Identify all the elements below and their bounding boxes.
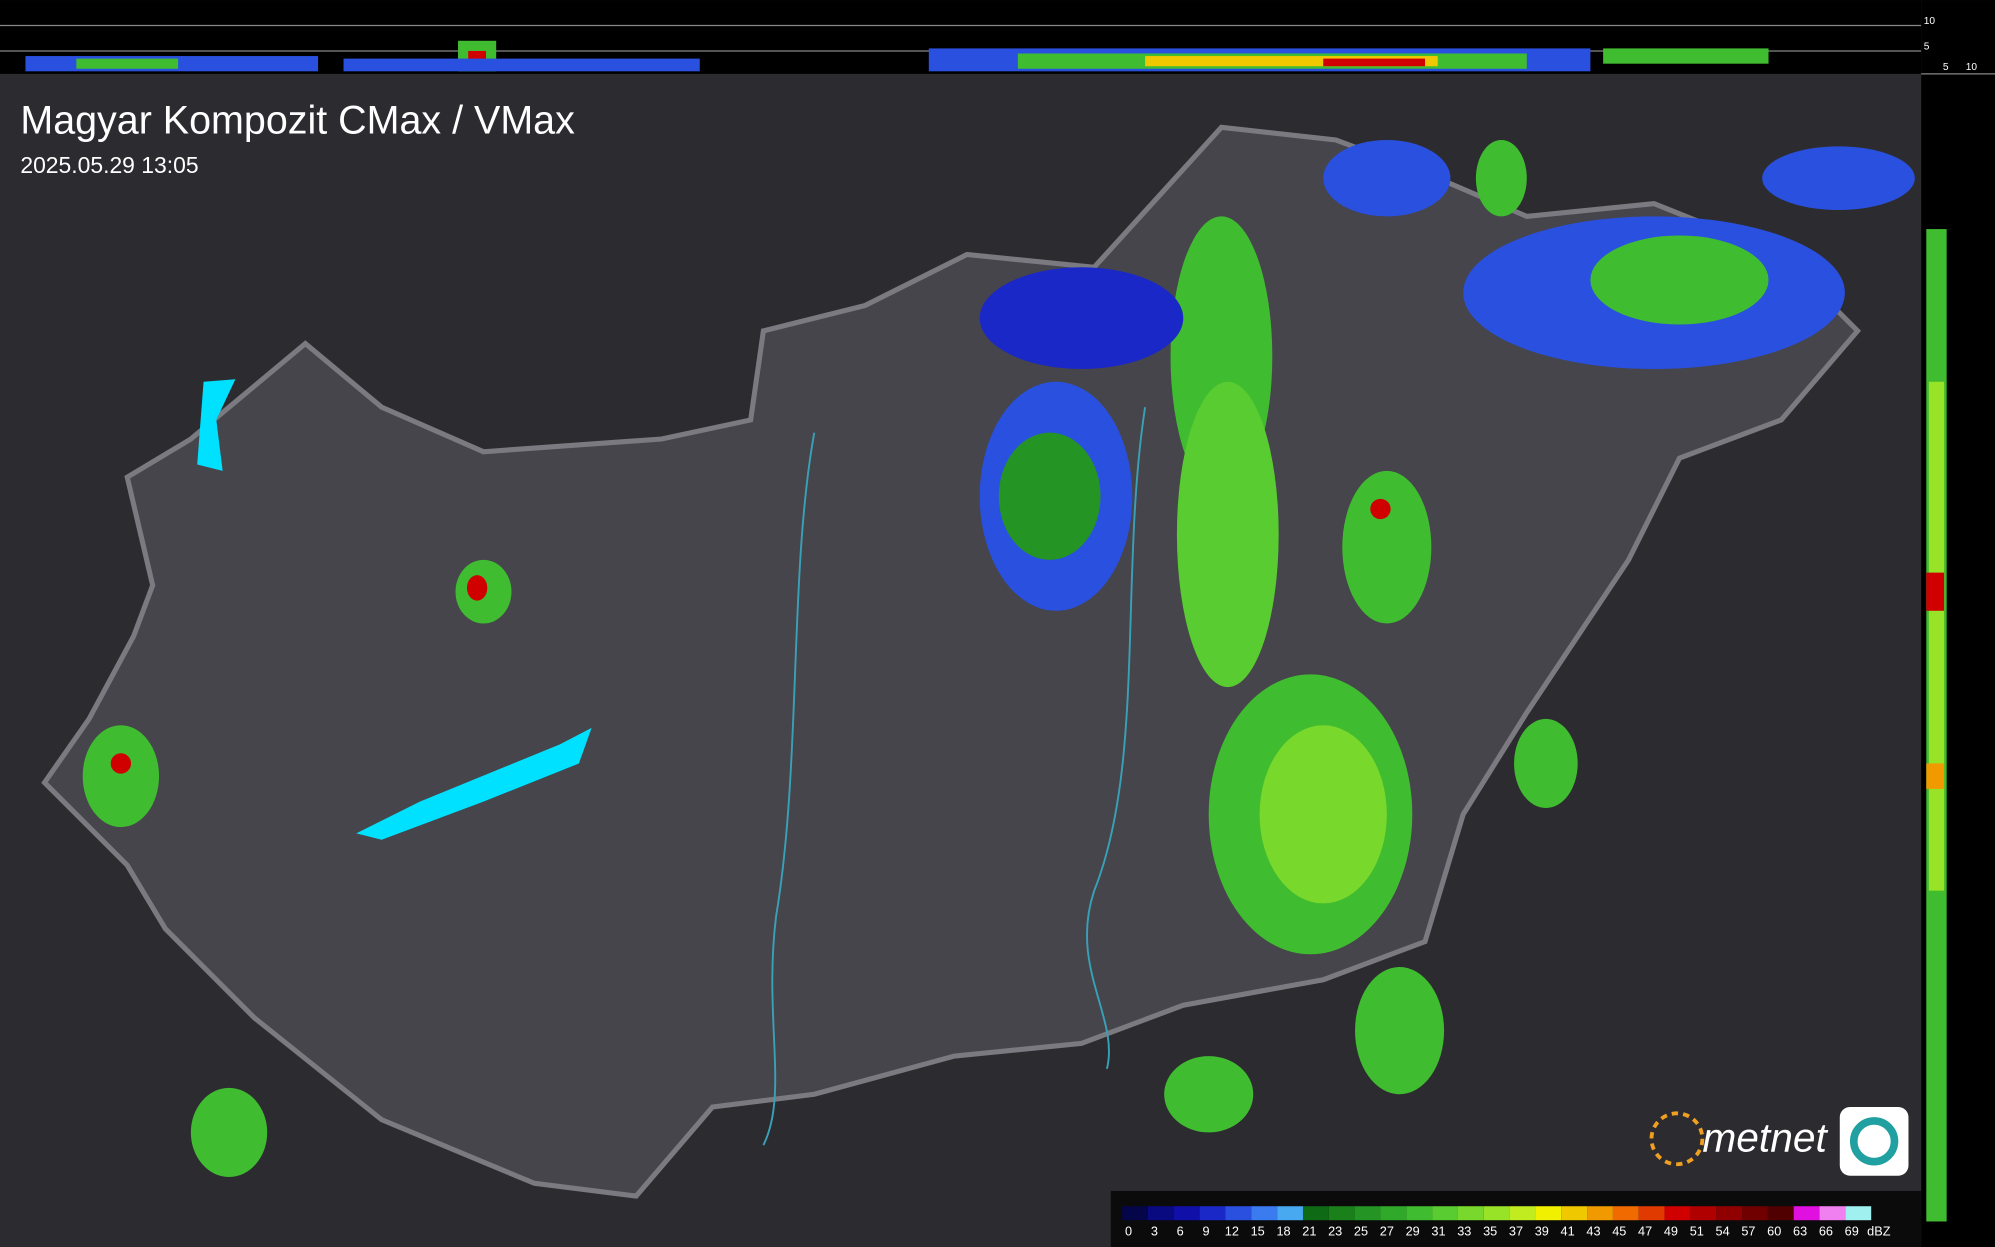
legend-swatch bbox=[1561, 1206, 1588, 1221]
legend-label: 43 bbox=[1586, 1223, 1600, 1238]
legend-swatch bbox=[1819, 1206, 1846, 1221]
profile-label: 5 bbox=[1924, 42, 1930, 53]
legend-label: 54 bbox=[1716, 1223, 1730, 1238]
river bbox=[762, 432, 816, 1146]
legend-label: 39 bbox=[1535, 1223, 1549, 1238]
legend-swatch bbox=[1302, 1206, 1329, 1221]
legend-swatch bbox=[1690, 1206, 1717, 1221]
profile-echo bbox=[25, 40, 1769, 72]
legend-label: 25 bbox=[1354, 1223, 1368, 1238]
legend-swatch bbox=[1148, 1206, 1174, 1221]
river bbox=[1086, 407, 1147, 1070]
legend-label: 27 bbox=[1380, 1223, 1394, 1238]
legend-label: 3 bbox=[1151, 1223, 1158, 1238]
lake bbox=[197, 379, 236, 471]
precipitation bbox=[82, 140, 1915, 1177]
map-title: Magyar Kompozit CMax / VMax bbox=[20, 99, 575, 143]
legend-label: 66 bbox=[1819, 1223, 1833, 1238]
legend-swatch bbox=[1483, 1206, 1510, 1221]
legend-swatch bbox=[1380, 1206, 1407, 1221]
legend-label: 35 bbox=[1483, 1223, 1497, 1238]
legend-label: 57 bbox=[1741, 1223, 1755, 1238]
legend-swatch bbox=[1535, 1206, 1562, 1221]
legend-label: 33 bbox=[1457, 1223, 1471, 1238]
legend-label: 15 bbox=[1251, 1223, 1265, 1238]
legend-swatch bbox=[1509, 1206, 1536, 1221]
legend-label: 9 bbox=[1202, 1223, 1209, 1238]
legend-swatch bbox=[1122, 1206, 1149, 1221]
legend-label: 69 bbox=[1845, 1223, 1859, 1238]
legend-swatch bbox=[1742, 1206, 1768, 1221]
legend-swatch bbox=[1587, 1206, 1613, 1221]
legend-label: 41 bbox=[1561, 1223, 1575, 1238]
legend-swatch bbox=[1251, 1206, 1278, 1221]
legend-swatch bbox=[1328, 1206, 1355, 1221]
legend-label: 6 bbox=[1177, 1223, 1184, 1238]
legend-label: 49 bbox=[1664, 1223, 1678, 1238]
profile-label: 5 bbox=[1943, 62, 1949, 73]
legend-swatch bbox=[1716, 1206, 1743, 1221]
logo-text: metnet bbox=[1702, 1115, 1828, 1161]
legend-label: 12 bbox=[1225, 1223, 1239, 1238]
legend-label: 60 bbox=[1767, 1223, 1781, 1238]
legend-swatch bbox=[1612, 1206, 1639, 1221]
lake bbox=[356, 727, 592, 840]
legend-swatch bbox=[1432, 1206, 1458, 1221]
legend-label: 18 bbox=[1276, 1223, 1290, 1238]
legend-swatch bbox=[1277, 1206, 1303, 1221]
legend-swatch bbox=[1354, 1206, 1381, 1221]
legend-swatch bbox=[1457, 1206, 1484, 1221]
legend-label: 63 bbox=[1793, 1223, 1807, 1238]
legend-swatch bbox=[1767, 1206, 1794, 1221]
legend-swatch bbox=[1406, 1206, 1433, 1221]
profile-label: 10 bbox=[1966, 62, 1978, 73]
legend-label: 51 bbox=[1690, 1223, 1704, 1238]
legend-swatch bbox=[1638, 1206, 1665, 1221]
map-timestamp: 2025.05.29 13:05 bbox=[20, 152, 198, 178]
legend-swatch bbox=[1225, 1206, 1252, 1221]
legend-swatch bbox=[1664, 1206, 1691, 1221]
legend-label: 47 bbox=[1638, 1223, 1652, 1238]
legend-swatch bbox=[1173, 1206, 1200, 1221]
profile-echo bbox=[1926, 229, 1947, 1222]
legend-label: 21 bbox=[1302, 1223, 1316, 1238]
legend-swatch bbox=[1199, 1206, 1226, 1221]
legend-label: 37 bbox=[1509, 1223, 1523, 1238]
legend-swatch bbox=[1793, 1206, 1820, 1221]
legend-swatch bbox=[1845, 1206, 1872, 1221]
legend-label: 23 bbox=[1328, 1223, 1342, 1238]
legend-unit: dBZ bbox=[1867, 1223, 1891, 1238]
profile-label: 10 bbox=[1924, 16, 1936, 27]
legend-label: 45 bbox=[1612, 1223, 1626, 1238]
legend-label: 31 bbox=[1431, 1223, 1445, 1238]
legend: 0 3 6 9 12 15 18 21 23 25 27 29 31 33 35 37 39 41 43 45 47 49… bbox=[1122, 1206, 1891, 1238]
legend-label: 29 bbox=[1406, 1223, 1420, 1238]
legend-label: 0 bbox=[1125, 1223, 1132, 1238]
logo: metnet bbox=[1649, 1106, 1909, 1176]
